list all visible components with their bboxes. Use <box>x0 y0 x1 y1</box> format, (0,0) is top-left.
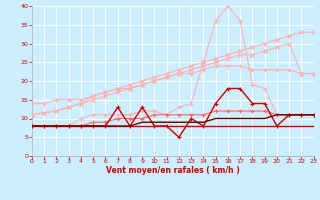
X-axis label: Vent moyen/en rafales ( km/h ): Vent moyen/en rafales ( km/h ) <box>106 166 240 175</box>
